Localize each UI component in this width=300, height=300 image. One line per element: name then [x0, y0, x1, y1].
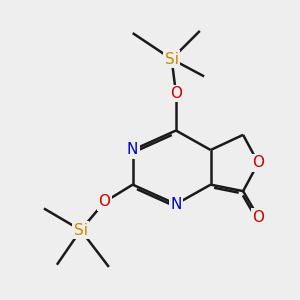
Text: N: N	[127, 142, 138, 158]
Text: Si: Si	[165, 52, 179, 67]
Text: Si: Si	[74, 223, 88, 238]
Text: O: O	[252, 210, 264, 225]
Text: O: O	[98, 194, 110, 209]
Text: O: O	[170, 86, 182, 101]
Text: N: N	[170, 196, 182, 211]
Text: O: O	[252, 155, 264, 170]
